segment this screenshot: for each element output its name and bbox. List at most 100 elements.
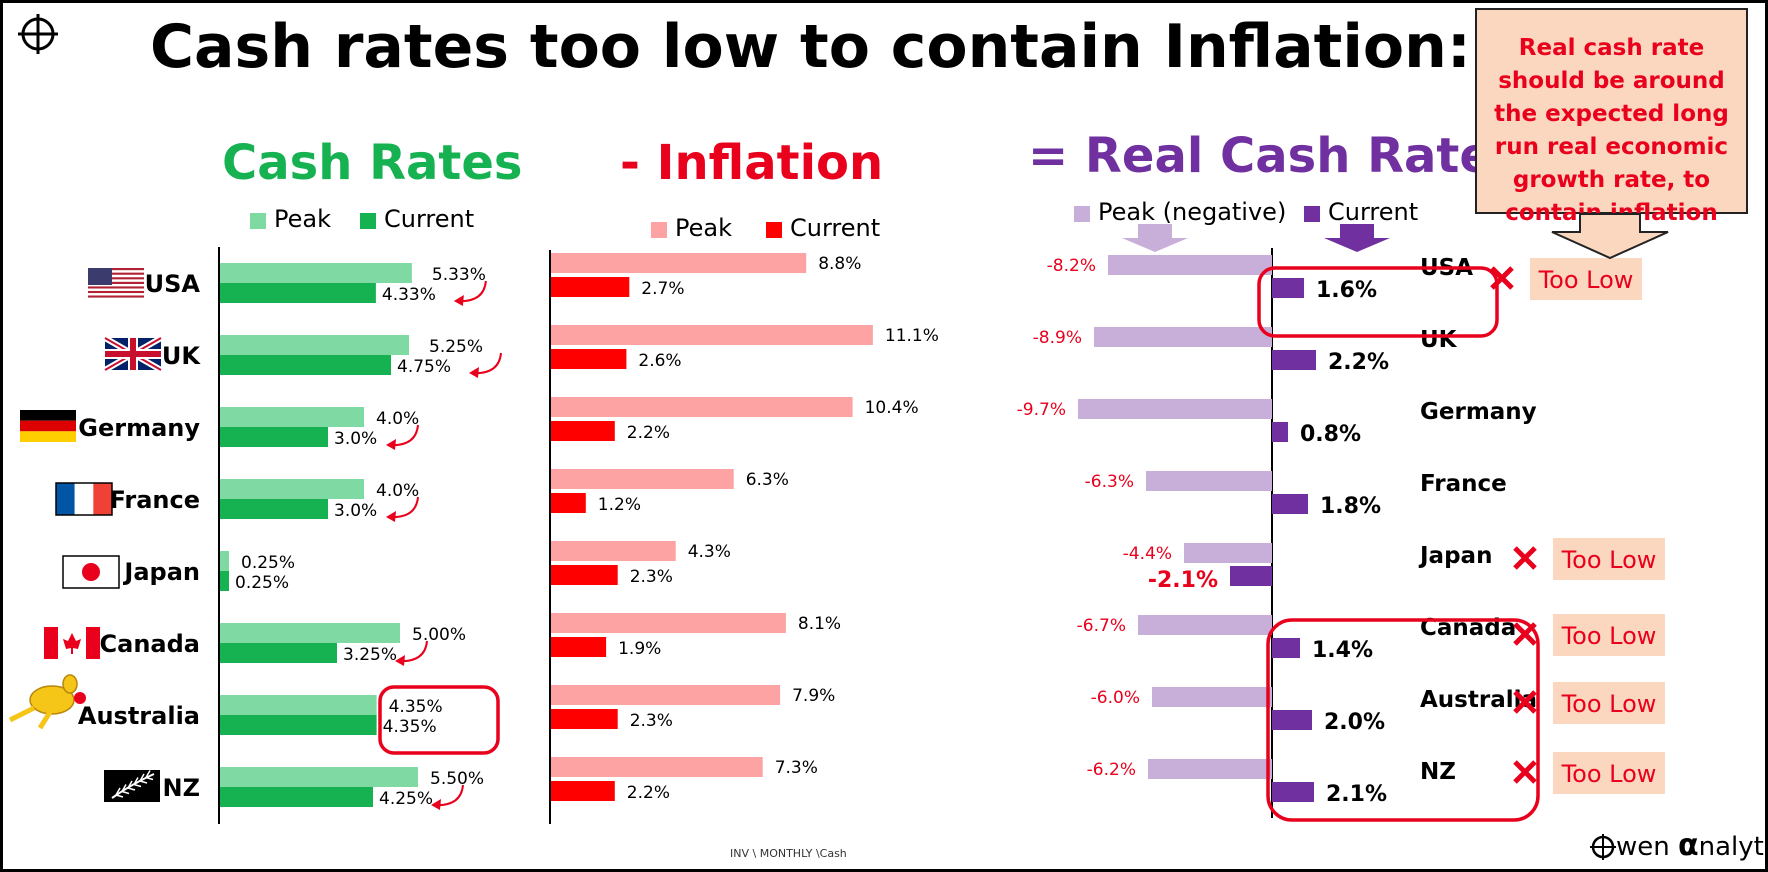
real-country-label-germany: Germany (1420, 399, 1537, 425)
inflation-current-bar-canada (551, 637, 607, 657)
inflation-peak-label-japan: 4.3% (688, 542, 731, 562)
real-peak-bar-japan (1184, 543, 1272, 563)
real-current-label-canada: 1.4% (1312, 638, 1373, 663)
brand-alpha: α (1678, 828, 1699, 863)
real-current-label-france: 1.8% (1320, 494, 1381, 519)
too-low-label-usa: Too Low (1538, 266, 1634, 294)
cross-mark-japan-icon-stroke2 (1513, 546, 1537, 570)
inflation-peak-label-australia: 7.9% (792, 686, 835, 706)
cross-mark-canada-icon-stroke2 (1513, 622, 1537, 646)
inflation-current-label-nz: 2.2% (627, 783, 670, 803)
cash-current-label-france: 3.0% (334, 501, 377, 521)
real-current-label-uk: 2.2% (1328, 350, 1389, 375)
brand-prefix: wen (1616, 832, 1679, 862)
brand-logo: wen αnalytics® (1590, 828, 1768, 863)
inflation-current-bar-nz (551, 781, 615, 801)
cash-peak-label-japan: 0.25% (241, 553, 295, 573)
inflation-peak-label-nz: 7.3% (775, 758, 818, 778)
real-country-label-france: France (1420, 471, 1507, 497)
cash-peak-bar-japan (220, 551, 229, 571)
inflation-peak-label-canada: 8.1% (798, 614, 841, 634)
inflation-title: - Inflation (620, 135, 884, 191)
too-low-badge-australia (1553, 682, 1665, 724)
cash-current-label-australia: 4.35% (383, 717, 437, 737)
inflation-legend-peak-swatch (651, 222, 667, 238)
cash-current-bar-germany (220, 427, 328, 447)
flag-germany-icon (20, 410, 76, 442)
real-current-bar-france (1272, 494, 1308, 514)
real-current-bar-nz (1272, 782, 1314, 802)
inflation-current-bar-france (551, 493, 586, 513)
real-current-label-australia: 2.0% (1324, 710, 1385, 735)
real-cash-rates-title: = Real Cash Rates (1028, 128, 1521, 184)
inflation-current-label-usa: 2.7% (641, 279, 684, 299)
cash-peak-label-usa: 5.33% (432, 265, 486, 285)
flag-usa-icon (88, 268, 144, 300)
cash-peak-label-nz: 5.50% (430, 769, 484, 789)
real-current-bar-australia (1272, 710, 1312, 730)
inflation-current-bar-japan (551, 565, 618, 585)
inflation-current-bar-uk (551, 349, 627, 369)
real-peak-label-nz: -6.2% (1087, 760, 1136, 780)
australia-highlight-box (378, 685, 500, 755)
real-current-bar-uk (1272, 350, 1316, 370)
real-peak-label-france: -6.3% (1085, 472, 1134, 492)
inflation-legend-current-swatch (766, 222, 782, 238)
country-label-france: France (110, 486, 200, 514)
cash-change-arrowhead-germany (386, 439, 396, 450)
inflation-current-label-germany: 2.2% (627, 423, 670, 443)
real-current-bar-japan (1230, 566, 1272, 586)
real-legend-current-label: Current (1328, 198, 1418, 226)
brand-suffix: nalytics (1698, 832, 1768, 862)
cash-peak-bar-germany (220, 407, 364, 427)
cash-peak-bar-australia (220, 695, 377, 715)
crosshair-logo-icon (18, 14, 58, 54)
country-label-nz: NZ (163, 774, 201, 802)
cash-legend-current-swatch (360, 213, 376, 229)
usa-highlight-box (1257, 266, 1499, 338)
flag-canada-icon (44, 627, 100, 659)
too-low-label-australia: Too Low (1561, 690, 1657, 718)
cash-peak-label-uk: 5.25% (429, 337, 483, 357)
country-label-japan: Japan (122, 558, 200, 586)
cash-peak-bar-france (220, 479, 364, 499)
real-peak-bar-uk (1094, 327, 1272, 347)
inflation-peak-bar-usa (551, 253, 807, 273)
cash-change-arrowhead-usa (453, 295, 464, 306)
inflation-peak-bar-uk (551, 325, 873, 345)
country-label-uk: UK (162, 342, 201, 370)
real-legend-peak-swatch (1074, 206, 1090, 222)
flag-uk-icon (103, 335, 163, 373)
too-low-label-canada: Too Low (1561, 622, 1657, 650)
too-low-badge-usa (1530, 258, 1642, 300)
cash-current-label-nz: 4.25% (379, 789, 433, 809)
flag-japan-icon (62, 555, 120, 589)
cross-mark-usa-icon-stroke2 (1490, 266, 1514, 290)
cash-current-bar-france (220, 499, 328, 519)
inflation-current-label-australia: 2.3% (630, 711, 673, 731)
cash-legend-peak-label: Peak (274, 205, 331, 233)
too-low-label-japan: Too Low (1561, 546, 1657, 574)
inflation-peak-label-france: 6.3% (746, 470, 789, 490)
real-peak-label-australia: -6.0% (1091, 688, 1140, 708)
inflation-peak-bar-france (551, 469, 734, 489)
callout-arrow-icon (1551, 213, 1669, 260)
real-peak-label-uk: -8.9% (1033, 328, 1082, 348)
inflation-peak-bar-canada (551, 613, 786, 633)
inflation-peak-bar-japan (551, 541, 676, 561)
real-country-label-japan: Japan (1418, 543, 1492, 569)
real-current-bar-usa (1272, 278, 1304, 298)
country-label-usa: USA (145, 270, 201, 298)
cash-current-label-germany: 3.0% (334, 429, 377, 449)
cash-peak-bar-usa (220, 263, 412, 283)
flag-australia-icon (8, 674, 86, 730)
cash-current-bar-usa (220, 283, 376, 303)
cash-peak-bar-canada (220, 623, 400, 643)
real-country-label-uk: UK (1420, 327, 1458, 353)
inflation-legend-current-label: Current (790, 214, 880, 242)
cross-mark-australia-icon-stroke2 (1513, 690, 1537, 714)
too-low-badge-japan (1553, 538, 1665, 580)
real-peak-bar-australia (1152, 687, 1272, 707)
flag-france-icon (55, 482, 113, 516)
